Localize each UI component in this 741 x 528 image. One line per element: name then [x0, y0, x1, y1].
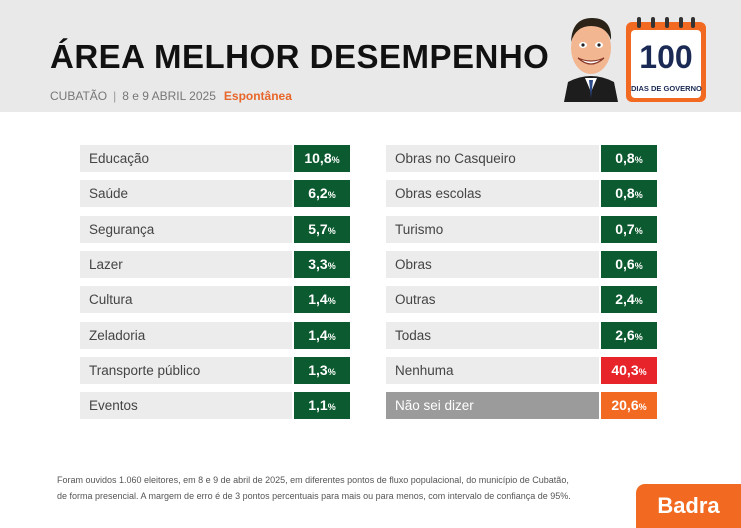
value-unit: %	[634, 225, 643, 236]
table-row: Todas 2,6%	[386, 321, 657, 349]
value-number: 1,1	[308, 397, 328, 414]
header-band: ÁREA MELHOR DESEMPENHO CUBATÃO | 8 e 9 ABR…	[0, 0, 741, 112]
table-row: Cultura 1,4%	[80, 286, 350, 314]
value-unit: %	[331, 155, 340, 165]
value-unit: %	[638, 366, 647, 377]
value-number: 3,3	[308, 255, 328, 272]
row-value: 0,6%	[601, 250, 657, 278]
row-label: Obras no Casqueiro	[386, 145, 599, 172]
value-unit: %	[327, 402, 336, 413]
table-row: Obras no Casqueiro 0,8%	[386, 145, 657, 172]
value-unit: %	[634, 331, 643, 342]
row-label: Nenhuma	[386, 356, 599, 384]
row-label: Obras	[386, 250, 599, 278]
value-unit: %	[634, 296, 643, 307]
table-row: Não sei dizer 20,6%	[386, 392, 657, 420]
table-row: Segurança 5,7%	[80, 215, 350, 243]
table-row: Transporte público 1,3%	[80, 356, 350, 384]
row-value: 2,4%	[601, 286, 657, 314]
value-number: 2,4	[615, 291, 635, 308]
value-number: 1,4	[308, 291, 328, 308]
row-value: 1,4%	[294, 321, 350, 349]
row-value: 1,4%	[294, 286, 350, 314]
type-label: Espontânea	[223, 89, 292, 103]
calendar-badge-icon	[626, 17, 706, 102]
value-number: 0,8	[615, 185, 635, 202]
brand-logo: Badra	[636, 484, 741, 528]
row-value: 1,3%	[294, 356, 350, 384]
row-value: 40,3%	[601, 356, 657, 384]
table-row: Nenhuma 40,3%	[386, 356, 657, 384]
row-label: Lazer	[80, 250, 292, 278]
row-value: 0,7%	[601, 215, 657, 243]
row-label: Obras escolas	[386, 180, 599, 208]
badge-text: DIAS DE GOVERNO	[631, 84, 702, 93]
row-label: Outras	[386, 286, 599, 314]
footnote-line-1: Foram ouvidos 1.060 eleitores, em 8 e 9 …	[57, 475, 569, 485]
value-unit: %	[634, 190, 643, 201]
row-value: 6,2%	[294, 180, 350, 208]
table-row: Outras 2,4%	[386, 286, 657, 314]
value-number: 1,4	[308, 326, 328, 343]
table-row: Lazer 3,3%	[80, 250, 350, 278]
value-unit: %	[327, 296, 336, 307]
row-value: 3,3%	[294, 250, 350, 278]
value-unit: %	[327, 225, 336, 236]
row-value: 1,1%	[294, 392, 350, 420]
value-number: 40,3	[611, 361, 639, 378]
value-number: 5,7	[308, 220, 328, 237]
value-unit: %	[327, 331, 336, 342]
city-label: CUBATÃO	[50, 89, 108, 103]
value-unit: %	[327, 260, 336, 271]
table-row: Eventos 1,1%	[80, 392, 350, 420]
value-unit: %	[634, 260, 643, 271]
table-row: Educação 10,8%	[80, 145, 350, 172]
row-value: 0,8%	[601, 180, 657, 208]
value-number: 10,8	[304, 150, 332, 166]
row-label: Não sei dizer	[386, 392, 599, 420]
value-number: 20,6	[611, 397, 639, 414]
value-unit: %	[634, 155, 643, 165]
value-unit: %	[327, 366, 336, 377]
separator: |	[113, 89, 117, 103]
value-unit: %	[638, 402, 647, 413]
row-label: Educação	[80, 145, 292, 172]
table-row: Turismo 0,7%	[386, 215, 657, 243]
value-number: 1,3	[308, 361, 328, 378]
row-label: Zeladoria	[80, 321, 292, 349]
value-number: 2,6	[615, 326, 635, 343]
caricature-image	[564, 18, 618, 102]
table-row: Obras escolas 0,8%	[386, 180, 657, 208]
badge-number: 100	[639, 39, 693, 75]
row-label: Turismo	[386, 215, 599, 243]
footnote-line-2: de forma presencial. A margem de erro é …	[57, 491, 571, 501]
table-row: Zeladoria 1,4%	[80, 321, 350, 349]
value-unit: %	[327, 190, 336, 201]
value-number: 0,8	[615, 150, 635, 166]
row-value: 5,7%	[294, 215, 350, 243]
row-label: Todas	[386, 321, 599, 349]
row-label: Eventos	[80, 392, 292, 420]
row-value: 0,8%	[601, 145, 657, 172]
page-title: ÁREA MELHOR DESEMPENHO	[50, 38, 550, 75]
row-value: 10,8%	[294, 145, 350, 172]
row-label: Saúde	[80, 180, 292, 208]
value-number: 0,7	[615, 220, 635, 237]
row-label: Segurança	[80, 215, 292, 243]
row-label: Transporte público	[80, 356, 292, 384]
row-label: Cultura	[80, 286, 292, 314]
value-number: 6,2	[308, 185, 328, 202]
value-number: 0,6	[615, 255, 635, 272]
footnote: Foram ouvidos 1.060 eleitores, em 8 e 9 …	[57, 472, 571, 504]
row-value: 2,6%	[601, 321, 657, 349]
table-row: Saúde 6,2%	[80, 180, 350, 208]
row-value: 20,6%	[601, 392, 657, 420]
table-row: Obras 0,6%	[386, 250, 657, 278]
subtitle-line: CUBATÃO | 8 e 9 ABRIL 2025 Espontânea	[50, 89, 292, 103]
date-label: 8 e 9 ABRIL 2025	[122, 89, 216, 103]
